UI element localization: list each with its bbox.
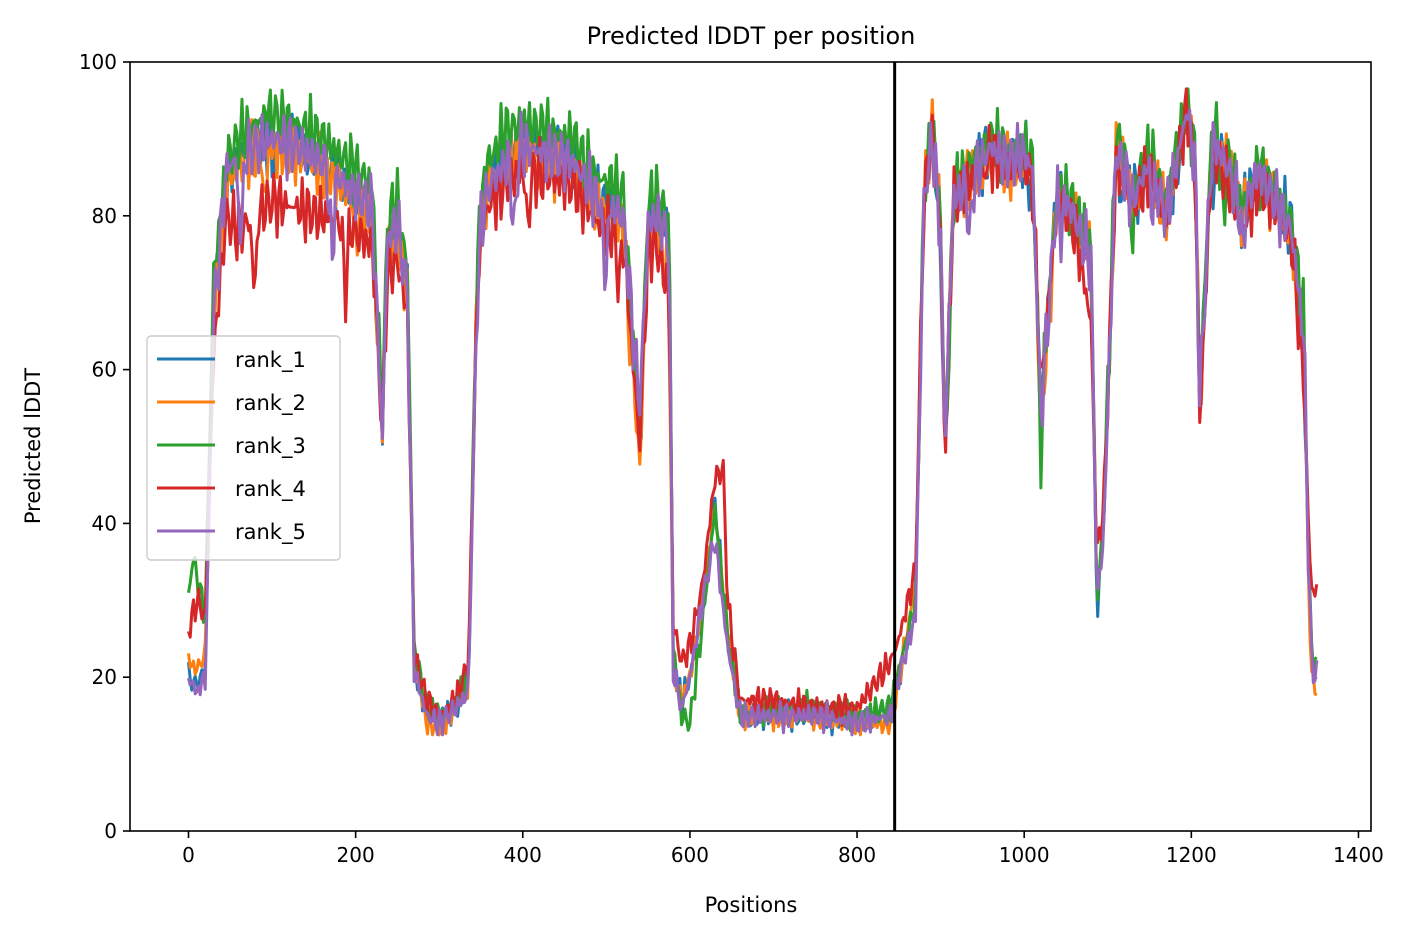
series-group <box>187 87 1319 737</box>
plot-area <box>129 61 1372 832</box>
x-tick-label: 600 <box>671 843 709 867</box>
x-tick-label: 0 <box>182 843 195 867</box>
legend-label: rank_4 <box>235 477 306 502</box>
legend-label: rank_5 <box>235 520 306 545</box>
legend: rank_1 rank_2 rank_3 rank_4 rank_5 <box>146 335 341 561</box>
y-axis: 0 20 40 60 80 100 <box>79 50 130 843</box>
x-tick-label: 200 <box>337 843 375 867</box>
chart-title: Predicted lDDT per position <box>587 22 916 50</box>
y-axis-label: Predicted lDDT <box>21 368 45 524</box>
legend-box <box>146 335 341 561</box>
x-axis-label: Positions <box>705 893 798 917</box>
y-tick-label: 0 <box>104 819 117 843</box>
y-tick-label: 80 <box>92 204 117 228</box>
x-tick-label: 400 <box>504 843 542 867</box>
x-tick-label: 1000 <box>999 843 1050 867</box>
y-tick-label: 60 <box>92 358 117 382</box>
y-tick-label: 100 <box>79 50 117 74</box>
x-tick-label: 1400 <box>1333 843 1384 867</box>
legend-label: rank_3 <box>235 434 306 459</box>
x-axis: 0 200 400 600 800 1000 1200 1400 <box>182 831 1384 867</box>
legend-label: rank_1 <box>235 348 306 373</box>
series-line-rank-5 <box>187 108 1319 737</box>
legend-label: rank_2 <box>235 391 306 416</box>
plot-frame <box>129 61 1372 832</box>
x-tick-label: 1200 <box>1166 843 1217 867</box>
y-tick-label: 40 <box>92 511 117 535</box>
x-tick-label: 800 <box>838 843 876 867</box>
y-tick-label: 20 <box>92 665 117 689</box>
